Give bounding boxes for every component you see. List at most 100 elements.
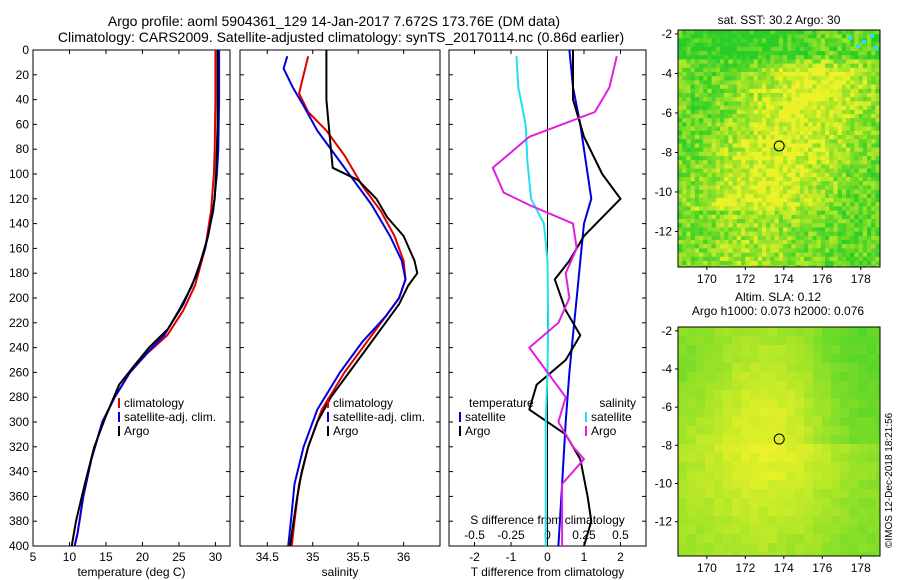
sat-sst-map-cell bbox=[846, 63, 851, 69]
sat-sst-map-cell bbox=[808, 151, 813, 157]
sat-sst-map-cell bbox=[804, 59, 809, 64]
sat-sst-map-cell bbox=[820, 30, 826, 35]
sat-sst-map-cell bbox=[867, 181, 872, 186]
sat-sst-map-cell bbox=[875, 38, 880, 43]
altimetry-map-cell bbox=[750, 462, 760, 472]
sat-sst-map-cell bbox=[741, 168, 746, 174]
sat-sst-map-cell bbox=[816, 206, 822, 211]
altimetry-map-cell bbox=[786, 525, 796, 535]
altimetry-map-cell bbox=[858, 345, 868, 355]
altimetry-map-cell bbox=[786, 435, 796, 445]
sat-sst-map-cell bbox=[829, 231, 834, 237]
sat-sst-map-cell bbox=[774, 189, 780, 195]
sat-sst-map-cell bbox=[724, 265, 729, 268]
altimetry-map-cell bbox=[822, 426, 832, 436]
sat-sst-map-cell bbox=[833, 76, 838, 81]
sat-sst-map-cell bbox=[871, 59, 876, 64]
sat-sst-map-cell bbox=[791, 202, 796, 207]
sat-sst-map-cell bbox=[875, 193, 880, 199]
sat-sst-map-cell bbox=[867, 101, 872, 106]
altimetry-map-cell bbox=[678, 534, 688, 544]
sat-sst-map-cell bbox=[711, 84, 717, 90]
sat-sst-map-cell bbox=[816, 147, 822, 153]
sat-sst-map-cell bbox=[762, 88, 767, 94]
sat-sst-map-cell bbox=[690, 231, 696, 237]
sat-sst-map-cell bbox=[850, 261, 855, 266]
altimetry-map-cell bbox=[741, 462, 751, 472]
sat-sst-map-cell bbox=[736, 97, 742, 102]
sat-sst-map-cell bbox=[862, 59, 868, 64]
sat-sst-map-cell bbox=[837, 63, 843, 69]
sat-sst-map-cell bbox=[867, 244, 872, 249]
altimetry-map-cell bbox=[876, 399, 881, 409]
sat-sst-map-cell bbox=[875, 63, 880, 69]
sat-sst-map-cell bbox=[741, 143, 746, 148]
altimetry-map-cell bbox=[759, 399, 769, 409]
sat-sst-map-cell bbox=[715, 84, 721, 90]
sat-sst-map-cell bbox=[732, 63, 738, 69]
sat-sst-map-cell bbox=[711, 67, 717, 73]
sat-sst-map-cell bbox=[820, 198, 826, 203]
altimetry-map-cell bbox=[777, 399, 787, 409]
sat-sst-map-cell bbox=[749, 30, 754, 35]
sat-sst-map-cell bbox=[791, 30, 796, 35]
sat-sst-map-cell bbox=[724, 210, 729, 216]
sat-sst-map-cell bbox=[728, 156, 733, 161]
sat-sst-map-cell bbox=[816, 139, 822, 144]
sat-sst-map-cell bbox=[753, 109, 759, 115]
sat-sst-map-cell bbox=[707, 76, 712, 81]
sat-sst-map-cell bbox=[766, 97, 771, 102]
sat-sst-map-cell bbox=[707, 214, 712, 220]
sat-sst-map-cell bbox=[808, 130, 813, 136]
sat-sst-map-cell bbox=[816, 63, 822, 69]
altimetry-map-cell bbox=[813, 480, 823, 490]
sat-sst-map-cell bbox=[825, 46, 830, 52]
altimetry-map-cell bbox=[786, 336, 796, 346]
sat-sst-map-cell bbox=[762, 177, 767, 182]
sat-sst-map-cell bbox=[732, 34, 738, 39]
sat-sst-map-cell bbox=[682, 42, 687, 48]
sat-sst-map-cell bbox=[745, 181, 750, 186]
sat-sst-map-cell bbox=[871, 151, 876, 157]
sat-sst-map-cell bbox=[858, 139, 864, 144]
sat-sst-map-cell bbox=[682, 88, 687, 94]
sat-sst-map-cell bbox=[804, 93, 809, 98]
sat-sst-map-cell bbox=[820, 231, 826, 237]
sat-sst-map-cell bbox=[858, 219, 864, 224]
altimetry-map-cell bbox=[786, 516, 796, 526]
sat-sst-map-cell bbox=[783, 214, 788, 220]
altimetry-map-cell bbox=[759, 507, 769, 517]
altimetry-map-cell bbox=[750, 444, 760, 454]
sat-sst-map-cell bbox=[770, 109, 775, 115]
sat-sst-map-cell bbox=[850, 42, 855, 48]
sat-sst-map-cell bbox=[741, 122, 746, 127]
sat-sst-map-cell bbox=[745, 265, 750, 268]
sat-sst-map-cell bbox=[850, 252, 855, 258]
sat-sst-map-cell bbox=[757, 34, 763, 39]
sat-sst-map-cell bbox=[825, 118, 830, 123]
sat-sst-map-cell bbox=[694, 80, 700, 85]
sat-sst-map-cell bbox=[741, 244, 746, 249]
sat-sst-map-cell bbox=[686, 130, 691, 136]
sat-sst-map-cell bbox=[795, 84, 801, 90]
altimetry-map-cell bbox=[804, 543, 814, 553]
altimetry-map-cell bbox=[723, 390, 733, 400]
sat-sst-map-cell bbox=[728, 38, 733, 43]
sat-sst-map-cell bbox=[850, 198, 855, 203]
sat-sst-map-cell bbox=[850, 38, 855, 43]
sat-sst-map-cell bbox=[778, 30, 784, 35]
altimetry-map-cell bbox=[714, 417, 724, 427]
sat-sst-map-cell bbox=[833, 206, 838, 211]
sat-sst-map-cell bbox=[715, 156, 721, 161]
altimetry-map-cell bbox=[849, 399, 859, 409]
sat-sst-map-cell bbox=[753, 30, 759, 35]
sat-sst-map-cell bbox=[699, 193, 704, 199]
sat-sst-map-cell bbox=[766, 147, 771, 153]
sat-sst-map-cell bbox=[846, 227, 851, 232]
sat-sst-map-cell bbox=[686, 210, 691, 216]
sat-sst-map-cell bbox=[804, 118, 809, 123]
sat-sst-map-cell bbox=[699, 261, 704, 266]
sat-sst-map-cell bbox=[867, 130, 872, 136]
sat-sst-map-cell bbox=[783, 38, 788, 43]
sat-sst-map-cell bbox=[762, 118, 767, 123]
